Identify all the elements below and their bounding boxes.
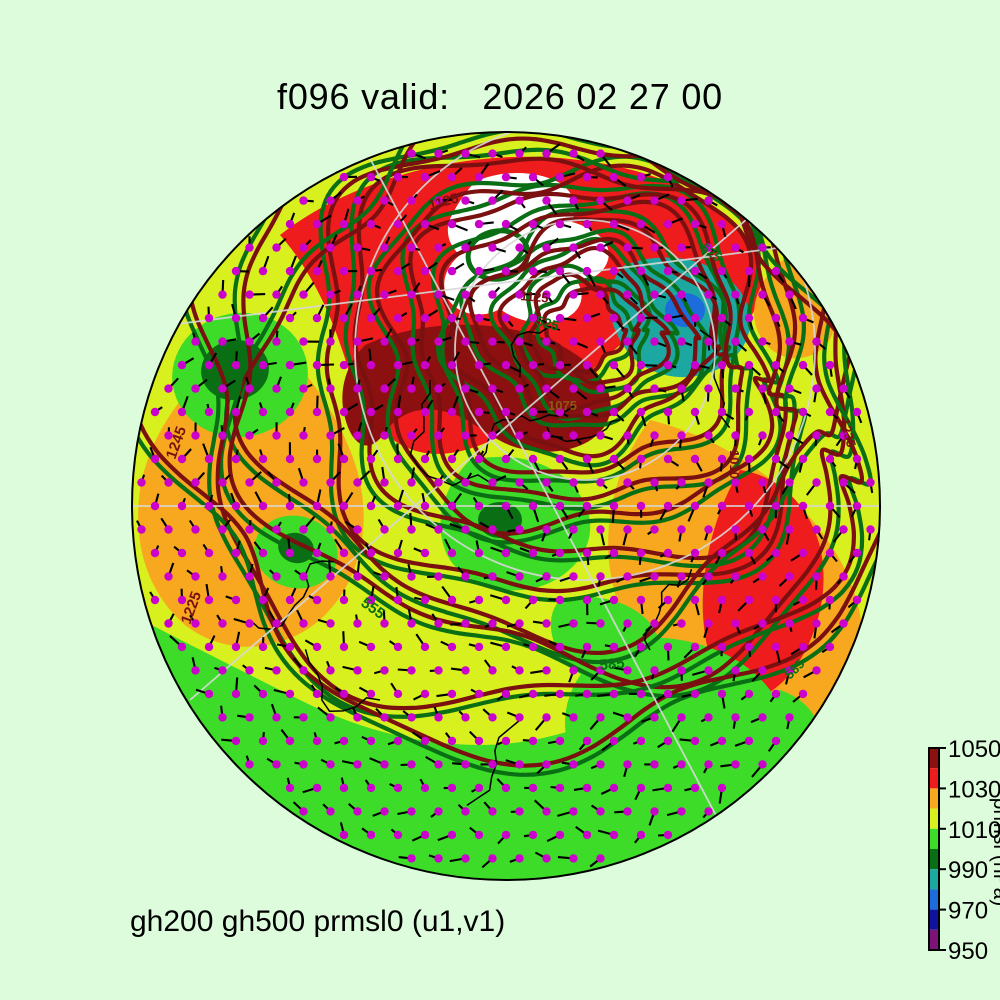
svg-text:950: 950 xyxy=(948,938,988,965)
svg-text:1125: 1125 xyxy=(520,288,549,305)
svg-text:990: 990 xyxy=(948,857,988,884)
svg-text:585: 585 xyxy=(599,655,625,674)
svg-text:1075: 1075 xyxy=(548,398,577,413)
svg-text:1010: 1010 xyxy=(727,450,742,479)
svg-text:1050: 1050 xyxy=(948,736,1000,763)
svg-text:50: 50 xyxy=(788,223,809,243)
svg-text:970: 970 xyxy=(948,898,988,925)
svg-text:prmsl (hPa): prmsl (hPa) xyxy=(989,798,1000,907)
